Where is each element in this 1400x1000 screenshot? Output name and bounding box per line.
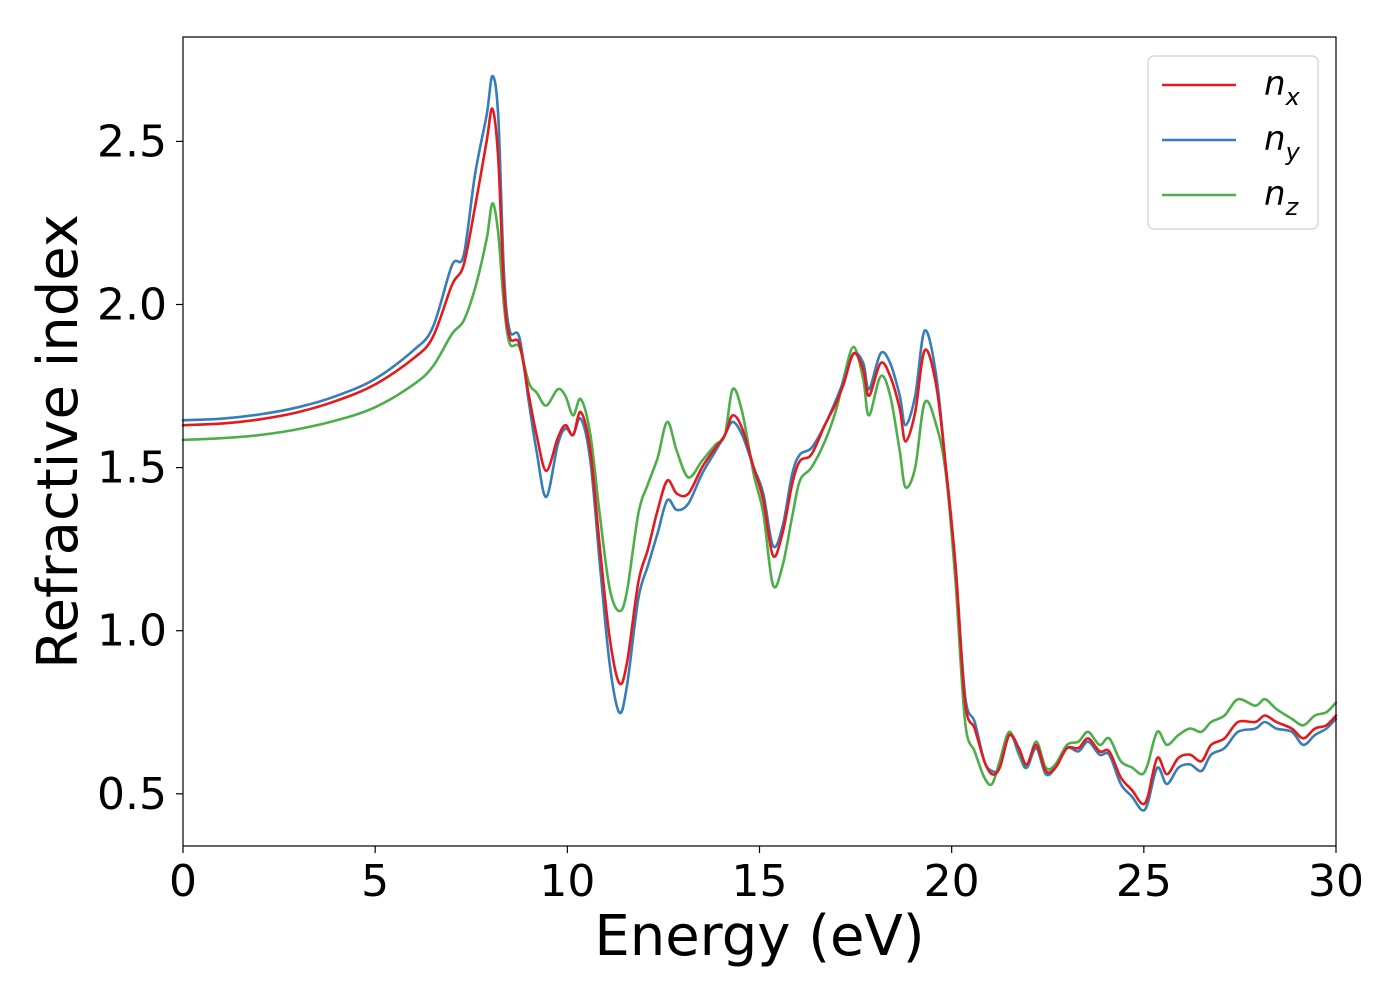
x-tick-label: 25 — [1116, 856, 1172, 907]
legend-label-subscript: x — [1285, 83, 1301, 111]
series-line-n-x — [181, 107, 1338, 806]
legend-box — [1147, 55, 1319, 230]
x-axis-label: Energy (eV) — [594, 904, 924, 969]
legend-label-subscript: z — [1285, 193, 1300, 221]
legend-label-base: n — [1264, 64, 1286, 104]
series-layer — [181, 74, 1338, 812]
x-tick-label: 30 — [1308, 856, 1364, 907]
legend-label-n-y: ny — [1264, 119, 1301, 166]
x-tick-label: 5 — [361, 856, 389, 907]
y-tick-label: 0.5 — [97, 769, 167, 820]
legend-label-n-x: nx — [1264, 64, 1301, 111]
legend-label-base: n — [1264, 119, 1286, 159]
y-tick-label: 2.0 — [97, 279, 167, 330]
ticks-layer: 0 5 10 15 20 25 30 0.5 1.0 1.5 2.0 2.5 — [97, 116, 1364, 907]
y-tick-label: 2.5 — [97, 116, 167, 167]
x-tick-label: 10 — [539, 856, 595, 907]
y-axis-label: Refractive index — [26, 214, 91, 669]
x-tick-label: 0 — [169, 856, 197, 907]
series-line-n-y — [181, 74, 1338, 812]
legend-label-subscript: y — [1285, 138, 1301, 166]
x-tick-label: 20 — [924, 856, 980, 907]
y-tick-label: 1.0 — [97, 606, 167, 657]
x-tick-label: 15 — [732, 856, 788, 907]
legend-label-base: n — [1264, 174, 1286, 214]
y-tick-label: 1.5 — [97, 443, 167, 494]
legend-label-n-z: nz — [1264, 174, 1300, 221]
